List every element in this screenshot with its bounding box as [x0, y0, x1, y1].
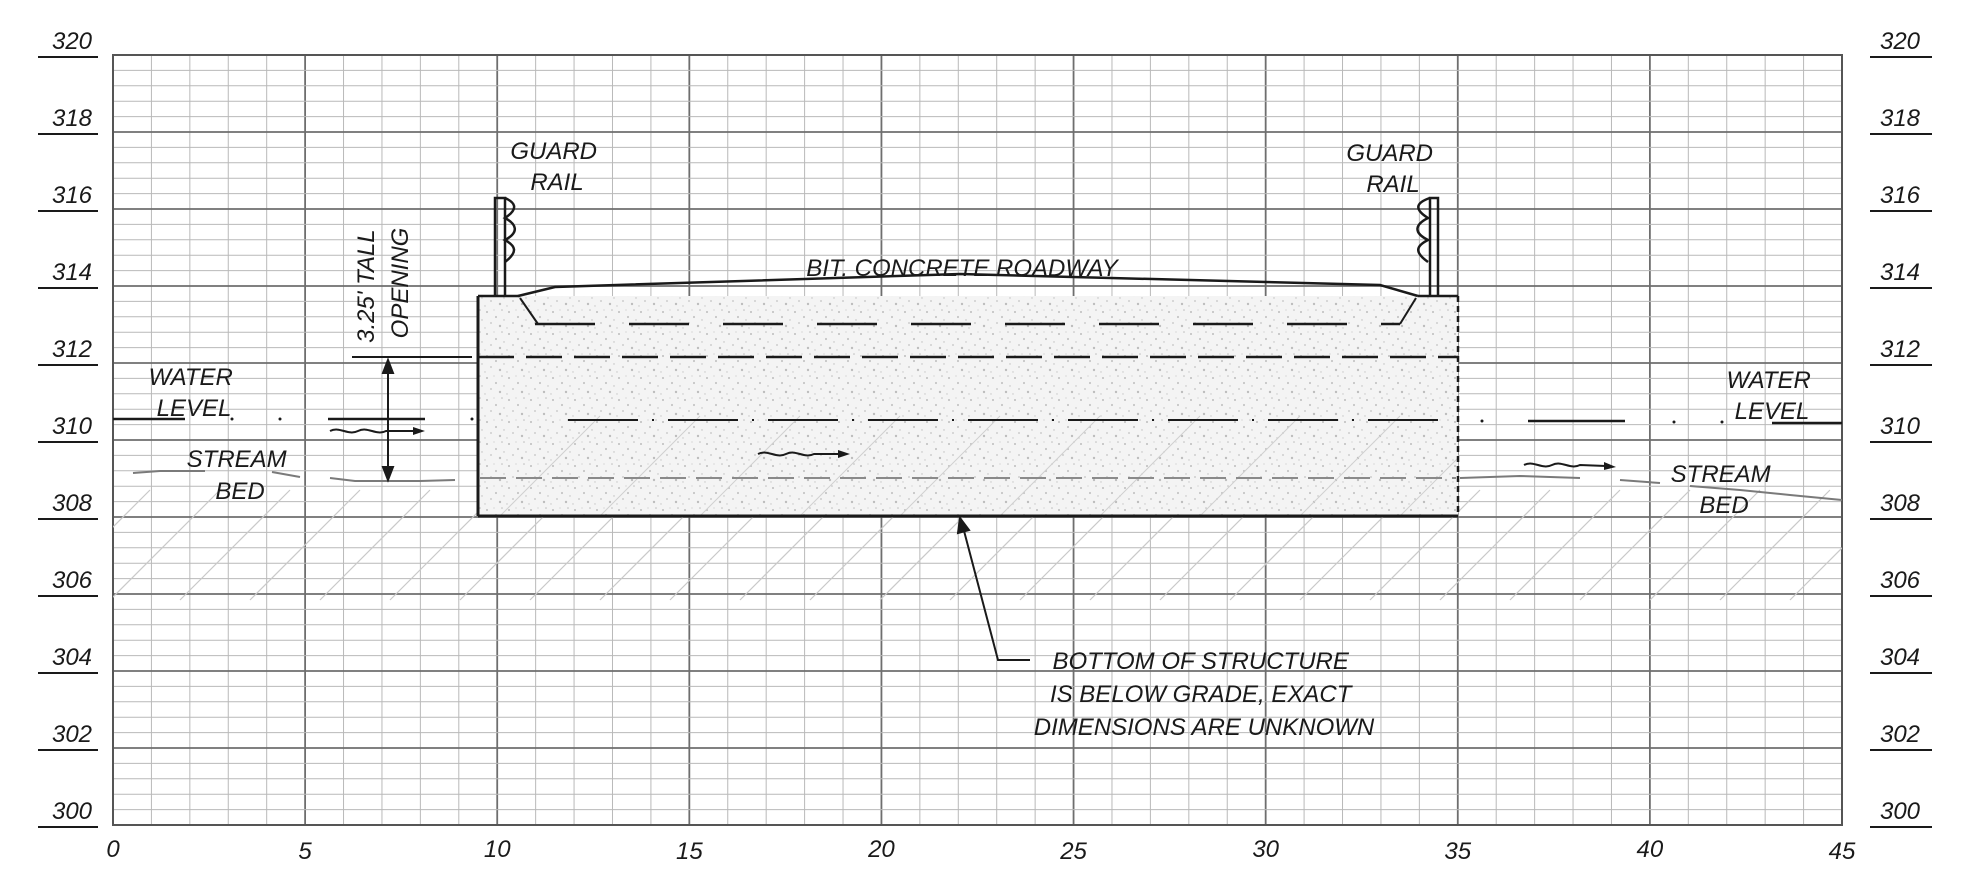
- guard-rail-right-label: GUARD RAIL: [1346, 140, 1439, 198]
- roadway-surface: [517, 272, 1419, 298]
- guard-rail-right: [1416, 196, 1440, 296]
- roadway-label: BIT. CONCRETE ROADWAY: [806, 255, 1120, 282]
- y-tick-label-right: 304: [1880, 644, 1920, 671]
- y-tick-label-right: 308: [1880, 490, 1921, 517]
- y-tick-label-right: 312: [1880, 336, 1920, 363]
- opening-dimension: [352, 356, 472, 483]
- y-tick-label-left: 316: [52, 182, 93, 209]
- y-tick-label-left: 304: [52, 644, 92, 671]
- y-tick-label-left: 310: [52, 413, 93, 440]
- roadway-edge-right: [1399, 297, 1417, 325]
- x-tick-label: 0: [106, 836, 120, 863]
- x-tick-label: 45: [1829, 838, 1856, 865]
- water-level-dots: [230, 417, 1724, 424]
- bottom-note-label: BOTTOM OF STRUCTURE IS BELOW GRADE, EXAC…: [1034, 648, 1375, 741]
- y-tick-label-right: 310: [1880, 413, 1921, 440]
- roadway-edge-left: [519, 297, 539, 325]
- x-tick-label: 5: [298, 838, 312, 865]
- x-tick-label: 30: [1252, 836, 1279, 863]
- y-axis-labels-left: 300 302 304 306 308 310 312 314 316 318 320: [38, 28, 98, 828]
- y-tick-label-left: 308: [52, 490, 93, 517]
- guard-rail-left-label: GUARD RAIL: [510, 138, 603, 196]
- flow-arrow-left: [329, 427, 425, 435]
- water-level-line-right: [1528, 419, 1842, 425]
- y-tick-label-left: 312: [52, 336, 92, 363]
- y-tick-label-left: 306: [52, 567, 93, 594]
- opening-label: 3.25' TALL OPENING: [353, 223, 414, 343]
- x-tick-label: 35: [1444, 838, 1471, 865]
- bottom-note-leader: [956, 515, 1030, 661]
- x-tick-label: 40: [1637, 836, 1664, 863]
- x-tick-label: 15: [676, 838, 703, 865]
- stream-bed-right-label: STREAM BED: [1671, 461, 1778, 519]
- guard-rail-left: [493, 196, 516, 296]
- x-tick-label: 10: [484, 836, 511, 863]
- y-tick-label-right: 306: [1880, 567, 1921, 594]
- y-tick-label-right: 320: [1880, 28, 1921, 55]
- y-tick-label-right: 316: [1880, 182, 1921, 209]
- y-tick-label-left: 318: [52, 105, 93, 132]
- y-tick-label-left: 320: [52, 28, 93, 55]
- y-tick-label-left: 300: [52, 798, 93, 825]
- y-axis-labels-right: 300 302 304 306 308 310 312 314 316 318 320: [1870, 28, 1932, 828]
- y-tick-label-right: 314: [1880, 259, 1920, 286]
- water-level-right-label: WATER LEVEL: [1726, 367, 1817, 425]
- grid-border: [112, 54, 1843, 826]
- flow-arrow-right: [1523, 462, 1616, 470]
- y-tick-label-right: 300: [1880, 798, 1921, 825]
- y-tick-label-left: 314: [52, 259, 92, 286]
- y-tick-label-right: 318: [1880, 105, 1921, 132]
- x-axis-labels: 0 5 10 15 20 25 30 35 40 45: [106, 836, 1856, 865]
- y-tick-label-left: 302: [52, 721, 92, 748]
- x-tick-label: 25: [1059, 838, 1087, 865]
- y-tick-label-right: 302: [1880, 721, 1920, 748]
- flow-arrow-mid: [757, 450, 850, 458]
- water-level-left-label: WATER LEVEL: [148, 364, 239, 422]
- culvert-structure: [476, 294, 1460, 518]
- stream-bed-left-label: STREAM BED: [187, 446, 294, 505]
- x-tick-label: 20: [867, 836, 895, 863]
